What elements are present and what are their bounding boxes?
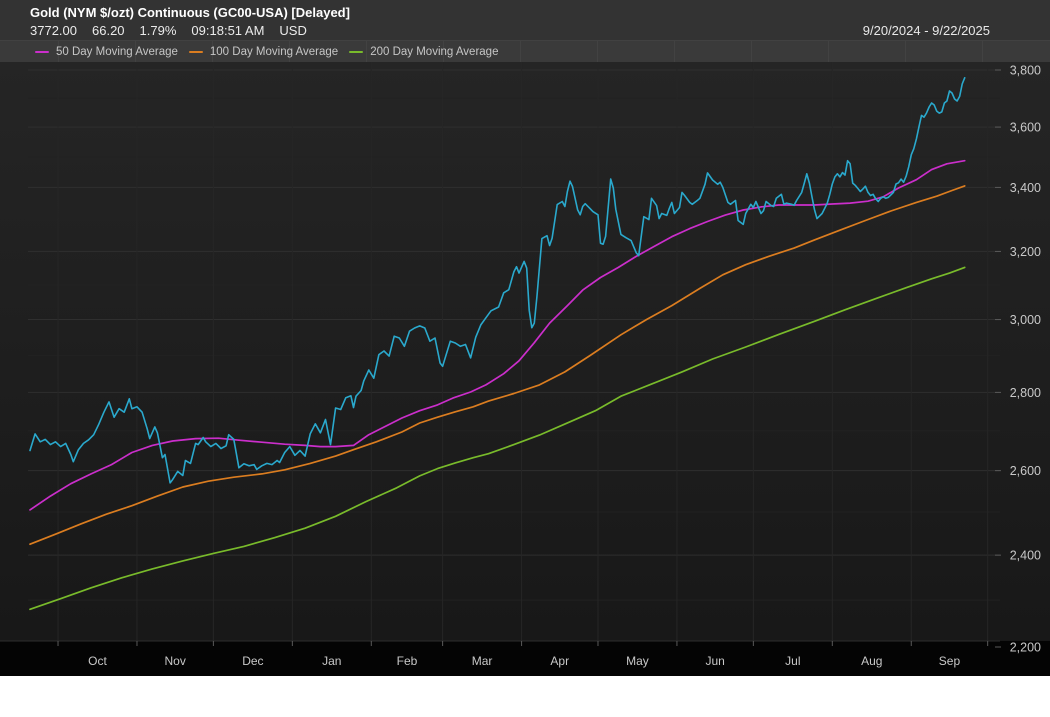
ma200-line-icon	[349, 50, 364, 53]
ma100-line-icon	[188, 50, 203, 53]
ma50-line-icon	[35, 50, 49, 53]
instrument-title: Gold (NYM $/ozt) Continuous (GC00-USA) […	[30, 5, 350, 20]
x-axis-label-aug: Aug	[861, 654, 882, 668]
percent-change: 1.79%	[139, 23, 177, 38]
series-price	[29, 77, 966, 484]
page-background	[0, 676, 1050, 717]
price-chart-canvas[interactable]: Oct Nov Dec Jan Feb Mar Apr May Jun Jul Aug Sep 2,20…	[0, 62, 1050, 676]
date-range: 9/20/2024 - 9/22/2025	[862, 23, 990, 38]
x-axis-label-apr: Apr	[550, 654, 569, 668]
price-change: 66.20	[92, 23, 125, 38]
x-axis-label-may: May	[626, 654, 649, 668]
series-ma100	[29, 185, 966, 546]
y-axis-label-2800: 2,800	[1010, 386, 1041, 400]
y-axis-label-3800: 3,800	[1010, 64, 1041, 78]
y-axis-label-3600: 3,600	[1010, 121, 1041, 135]
last-price: 3772.00	[30, 23, 77, 38]
legend-item-ma200[interactable]: 200 Day Moving Average	[349, 46, 498, 58]
legend-label-ma50: 50 Day Moving Average	[56, 45, 178, 58]
x-axis-label-mar: Mar	[472, 654, 493, 668]
y-axis-label-2200: 2,200	[1010, 641, 1041, 655]
x-axis-strip	[0, 641, 1050, 676]
y-axis-label-3000: 3,000	[1010, 313, 1041, 327]
x-axis-label-dec: Dec	[242, 654, 263, 668]
y-axis-label-3400: 3,400	[1010, 181, 1041, 195]
legend-item-ma50[interactable]: 50 Day Moving Average	[35, 46, 178, 58]
quote-currency: USD	[279, 23, 307, 38]
x-axis-label-feb: Feb	[397, 654, 418, 668]
x-axis-label-sep: Sep	[939, 654, 961, 668]
chart-header: Gold (NYM $/ozt) Continuous (GC00-USA) […	[0, 0, 1050, 40]
x-axis-label-jan: Jan	[322, 654, 341, 668]
y-axis-label-2600: 2,600	[1010, 464, 1041, 478]
series-ma50	[29, 159, 966, 511]
x-axis-label-oct: Oct	[88, 654, 107, 668]
series-ma200	[29, 266, 966, 611]
legend-label-ma100: 100 Day Moving Average	[209, 45, 339, 58]
legend-label-ma200: 200 Day Moving Average	[370, 45, 499, 58]
quote-time: 09:18:51 AM	[191, 23, 265, 38]
plot-area[interactable]	[0, 62, 1050, 641]
legend-item-ma100[interactable]: 100 Day Moving Average	[188, 45, 339, 58]
quote-row: 3772.00 66.20 1.79% 09:18:51 AM USD	[30, 23, 307, 38]
y-axis-label-2400: 2,400	[1010, 549, 1041, 563]
x-axis-label-jul: Jul	[785, 654, 800, 668]
x-axis-label-jun: Jun	[705, 654, 724, 668]
y-axis-label-3200: 3,200	[1010, 245, 1041, 259]
x-axis-label-nov: Nov	[165, 654, 186, 668]
legend-bar: 50 Day Moving Average 100 Day Moving Ave…	[0, 40, 1050, 62]
